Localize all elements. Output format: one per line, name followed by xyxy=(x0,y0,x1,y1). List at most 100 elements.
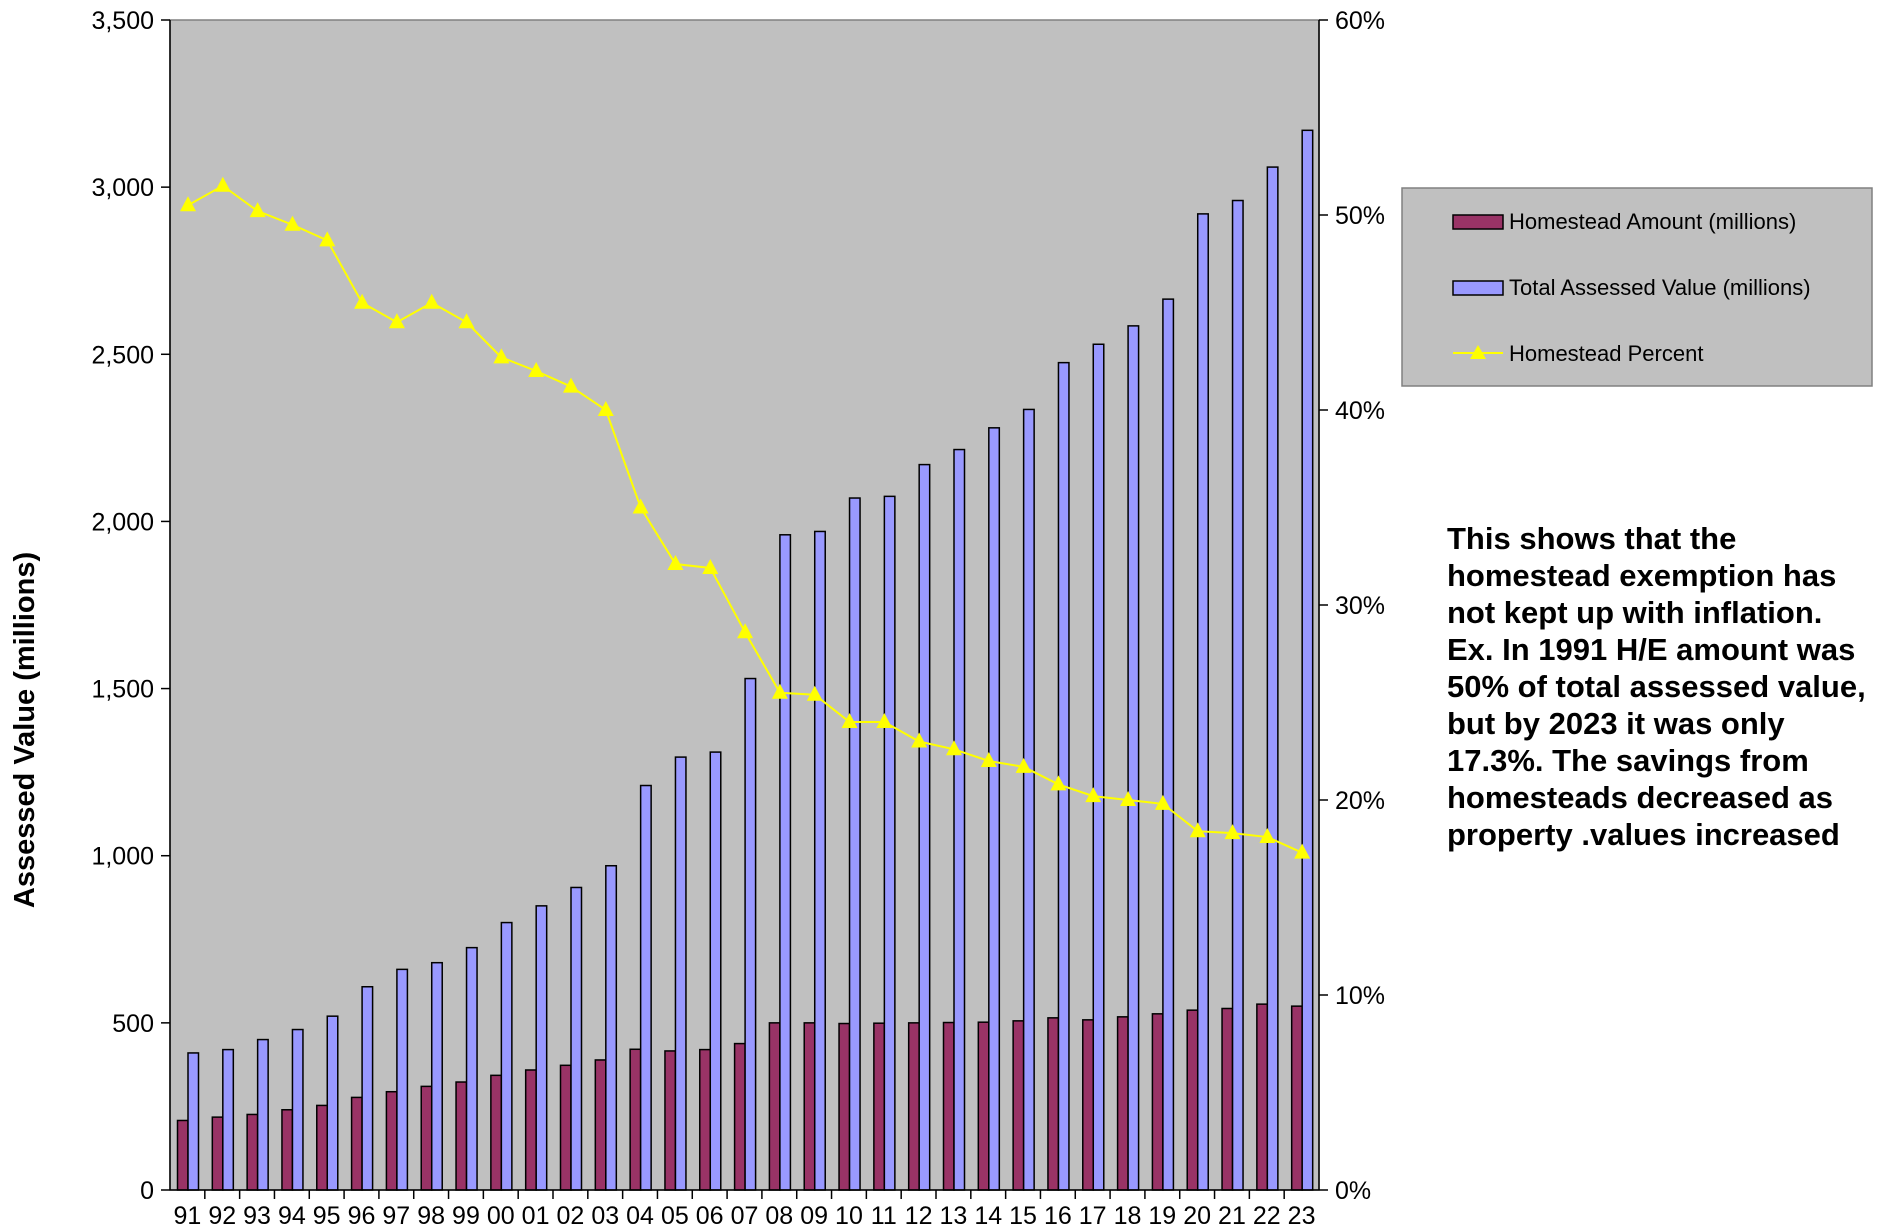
total-assessed-value-bar xyxy=(1231,199,1244,1191)
homestead-amount-bar xyxy=(316,1104,329,1191)
x-tick-label: 21 xyxy=(1218,1202,1246,1226)
y-tick-label: 2,500 xyxy=(91,341,154,369)
total-assessed-value-bar xyxy=(953,448,966,1191)
homestead-percent-point xyxy=(667,555,684,571)
x-tick-label: 19 xyxy=(1148,1202,1176,1226)
x-tick-label: 07 xyxy=(731,1202,759,1226)
x-tick-label: 95 xyxy=(313,1202,341,1226)
x-tick-label: 08 xyxy=(765,1202,793,1226)
homestead-amount-bar xyxy=(699,1048,712,1191)
total-assessed-value-bar xyxy=(1266,166,1279,1191)
homestead-percent-point xyxy=(806,685,823,701)
homestead-percent-point xyxy=(597,401,614,416)
homestead-amount-bar xyxy=(768,1022,781,1191)
homestead-percent-point xyxy=(249,202,266,218)
legend-swatch-total-assessed-value xyxy=(1452,280,1504,296)
total-assessed-value-bar xyxy=(1022,408,1035,1191)
total-assessed-value-bar xyxy=(291,1028,304,1191)
homestead-percent-point xyxy=(284,215,301,231)
homestead-amount-bar xyxy=(176,1119,189,1191)
total-assessed-value-bar xyxy=(848,497,861,1191)
homestead-amount-bar xyxy=(246,1113,259,1191)
homestead-percent-point xyxy=(354,293,371,309)
homestead-amount-bar xyxy=(1221,1007,1234,1191)
homestead-percent-point xyxy=(1050,775,1067,791)
x-tick-label: 17 xyxy=(1079,1202,1107,1226)
legend-label-homestead-amount: Homestead Amount (millions) xyxy=(1509,209,1796,234)
x-tick-label: 10 xyxy=(835,1202,863,1226)
y-tick-label: 3,500 xyxy=(91,7,154,35)
legend-marker-homestead-percent xyxy=(1470,345,1486,359)
x-tick-label: 93 xyxy=(243,1202,271,1226)
homestead-amount-bar xyxy=(559,1064,572,1191)
homestead-amount-bar xyxy=(1082,1019,1095,1191)
homestead-percent-point xyxy=(632,498,649,514)
homestead-percent-point xyxy=(980,752,997,767)
total-assessed-value-bar xyxy=(639,784,652,1191)
homestead-amount-bar xyxy=(1047,1017,1060,1191)
total-assessed-value-bar xyxy=(918,463,931,1191)
total-assessed-value-bar xyxy=(779,534,792,1191)
homestead-amount-bar xyxy=(490,1074,503,1191)
x-tick-label: 91 xyxy=(174,1202,202,1226)
y-tick-label: 0 xyxy=(140,1177,154,1205)
x-tick-label: 20 xyxy=(1183,1202,1211,1226)
total-assessed-value-bar xyxy=(1127,325,1140,1191)
x-tick-label: 96 xyxy=(348,1202,376,1226)
x-tick-label: 05 xyxy=(661,1202,689,1226)
homestead-amount-bar xyxy=(211,1116,224,1191)
y2-tick-label: 40% xyxy=(1335,397,1385,425)
total-assessed-value-bar xyxy=(222,1048,235,1191)
x-tick-label: 06 xyxy=(696,1202,724,1226)
homestead-amount-bar xyxy=(420,1085,433,1191)
y2-tick-label: 50% xyxy=(1335,202,1385,230)
y-tick-label: 1,000 xyxy=(91,843,154,871)
x-tick-label: 03 xyxy=(591,1202,619,1226)
x-tick-label: 12 xyxy=(905,1202,933,1226)
homestead-amount-bar xyxy=(629,1048,642,1191)
homestead-percent-point xyxy=(388,313,405,329)
total-assessed-value-bar xyxy=(674,756,687,1191)
total-assessed-value-bar xyxy=(465,946,478,1191)
total-assessed-value-bar xyxy=(256,1038,269,1191)
homestead-percent-point xyxy=(911,732,928,748)
homestead-percent-point xyxy=(876,713,893,728)
legend-swatch-homestead-amount xyxy=(1452,214,1504,230)
total-assessed-value-bar xyxy=(1092,343,1105,1191)
homestead-amount-bar xyxy=(524,1069,537,1191)
homestead-percent-point xyxy=(563,377,579,393)
total-assessed-value-bar xyxy=(744,677,757,1191)
homestead-percent-point xyxy=(1189,822,1206,838)
homestead-percent-point xyxy=(1154,794,1171,810)
homestead-percent-point xyxy=(1015,757,1032,773)
x-tick-label: 23 xyxy=(1288,1202,1316,1226)
annotation-text: This shows that the homestead exemption … xyxy=(1447,521,1866,852)
homestead-amount-bar xyxy=(1116,1016,1129,1191)
legend-label-homestead-percent: Homestead Percent xyxy=(1509,341,1703,366)
total-assessed-value-bar xyxy=(883,495,896,1191)
x-tick-label: 98 xyxy=(417,1202,445,1226)
total-assessed-value-bar xyxy=(535,905,548,1191)
total-assessed-value-bar xyxy=(326,1015,339,1191)
homestead-percent-point xyxy=(493,348,510,364)
homestead-amount-bar xyxy=(664,1050,677,1191)
x-tick-label: 97 xyxy=(382,1202,410,1226)
legend: Homestead Amount (millions) Total Assess… xyxy=(1401,187,1873,387)
homestead-percent-point xyxy=(423,293,440,309)
homestead-percent-point xyxy=(841,713,858,728)
homestead-percent-point xyxy=(771,683,788,699)
total-assessed-value-bar xyxy=(1301,129,1314,1191)
homestead-amount-bar xyxy=(873,1022,886,1191)
homestead-amount-bar xyxy=(838,1022,851,1191)
homestead-percent-point xyxy=(1294,843,1311,859)
total-assessed-value-bar xyxy=(988,427,1001,1191)
y2-tick-label: 60% xyxy=(1335,7,1385,35)
homestead-amount-bar xyxy=(1290,1005,1303,1191)
homestead-amount-bar xyxy=(1256,1003,1269,1191)
homestead-amount-bar xyxy=(977,1021,990,1191)
ticks-layer: 05001,0001,5002,0002,5003,0003,5000%10%2… xyxy=(91,7,1385,1226)
total-assessed-value-bar xyxy=(813,530,826,1191)
y-tick-label: 1,500 xyxy=(91,676,154,704)
homestead-percent-point xyxy=(1224,824,1241,840)
